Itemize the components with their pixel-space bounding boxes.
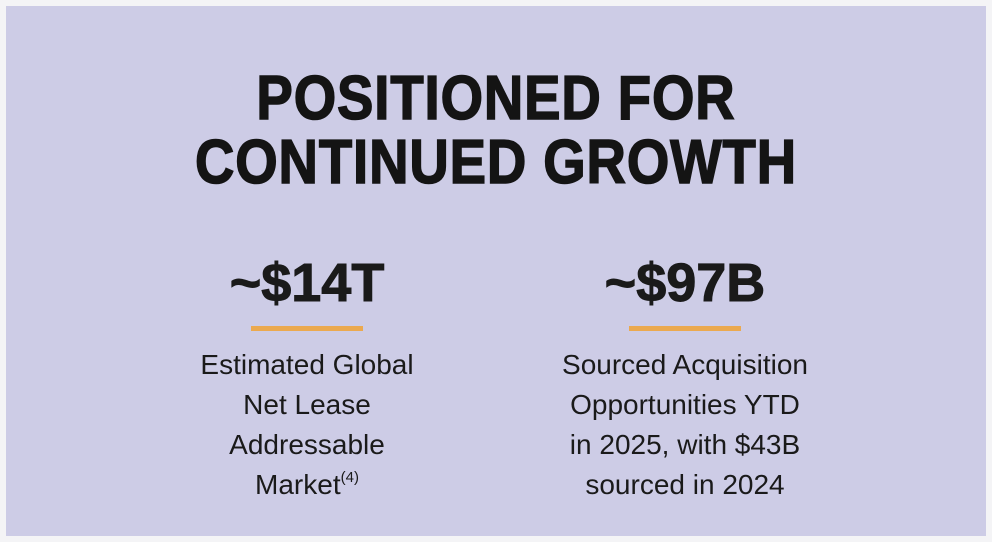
stat-value: ~$14T — [229, 253, 385, 314]
stat-description: Sourced Acquisition — [562, 349, 808, 380]
title-line: CONTINUED GROWTH — [194, 128, 798, 197]
stat-description: Addressable — [229, 429, 385, 460]
stat-description-line: Market(4) — [117, 465, 497, 505]
footnote: (4) — [340, 469, 359, 486]
stat-description: Market — [255, 469, 341, 500]
stat: ~$14T Estimated Global Net Lease Address… — [117, 252, 497, 505]
stat-description: Net Lease — [243, 389, 371, 420]
stat-description: Opportunities YTD — [570, 389, 800, 420]
stat-value: ~$97B — [604, 253, 766, 314]
divider — [251, 326, 363, 331]
stat-description: Estimated Global — [200, 349, 414, 380]
stat-description: sourced in 2024 — [585, 469, 785, 500]
stat: ~$97B Sourced Acquisition Opportunities … — [495, 252, 875, 505]
panel: POSITIONED FOR CONTINUED GROWTH ~$14T Es… — [6, 6, 986, 536]
title-line: POSITIONED FOR — [256, 64, 736, 133]
divider — [629, 326, 741, 331]
stat-description: in 2025, with $43B — [569, 429, 801, 460]
